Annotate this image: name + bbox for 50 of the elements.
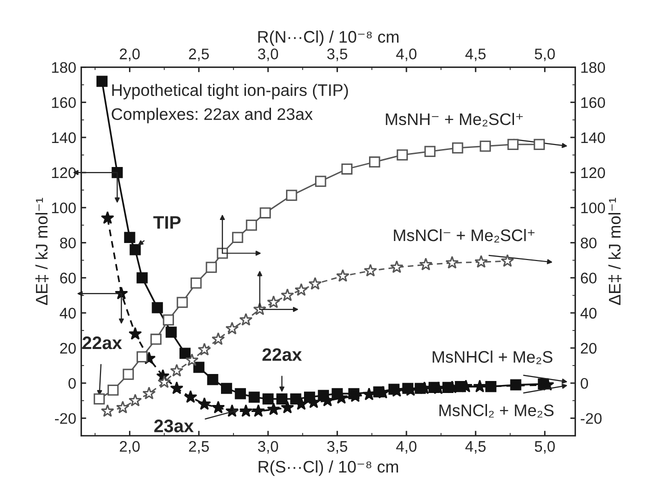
x2-tick-label: 3,0 bbox=[258, 48, 278, 62]
y2-tick-label: 0 bbox=[580, 378, 588, 389]
annotation: 22ax bbox=[82, 336, 122, 350]
y2-tick-label: 80 bbox=[580, 238, 597, 248]
y-tick-label: 20 bbox=[60, 342, 76, 354]
annotation: MsNH⁻ + Me₂SCl⁺ bbox=[386, 112, 523, 126]
x-tick-label: 4,0 bbox=[396, 441, 416, 454]
y2-tick-label: 60 bbox=[580, 272, 597, 284]
y-tick-label: 60 bbox=[60, 272, 76, 284]
annotation: MsNCl₂ + Me₂S bbox=[439, 404, 554, 418]
x2-tick-label: 4,5 bbox=[465, 48, 486, 62]
y-tick-label: 40 bbox=[60, 308, 76, 319]
annotation: 23ax bbox=[154, 420, 194, 432]
x-tick-label: 3,0 bbox=[258, 441, 278, 454]
x2-tick-label: 3,5 bbox=[327, 48, 348, 62]
y-tick-label: 120 bbox=[52, 167, 76, 178]
x-tick-label: 2,5 bbox=[189, 441, 209, 454]
y-tick-label: -20 bbox=[54, 413, 76, 424]
y-tick-label: 140 bbox=[52, 132, 76, 144]
annotation: TIP bbox=[153, 216, 181, 229]
annotation: MsNHCl + Me₂S bbox=[432, 350, 552, 364]
y-tick-label: 180 bbox=[52, 62, 76, 73]
y2-tick-label: 40 bbox=[580, 308, 597, 319]
x-tick-label: 4,5 bbox=[465, 441, 486, 454]
x-axis-title: R(S···Cl) / 10⁻⁸ cm bbox=[258, 460, 398, 476]
x-tick-label: 3,5 bbox=[327, 441, 348, 454]
y-tick-label: 100 bbox=[52, 202, 76, 214]
y2-tick-label: 100 bbox=[581, 202, 606, 214]
y2-axis-title: ΔE‡ / kJ mol⁻¹ bbox=[608, 198, 622, 305]
y2-tick-label: 20 bbox=[580, 342, 597, 354]
annotation: 22ax bbox=[262, 348, 302, 361]
y2-tick-label: 160 bbox=[581, 97, 606, 108]
y2-tick-label: 140 bbox=[581, 132, 606, 144]
y-tick-label: 160 bbox=[52, 97, 76, 108]
annotation: Hypothetical tight ion-pairs (TIP) bbox=[112, 84, 348, 100]
x2-tick-label: 5,0 bbox=[534, 48, 555, 62]
y-tick-label: 0 bbox=[68, 378, 76, 389]
x2-tick-label: 4,0 bbox=[396, 48, 416, 62]
y-tick-label: 80 bbox=[60, 238, 76, 248]
annotation: MsNCl⁻ + Me₂SCl⁺ bbox=[394, 228, 535, 242]
x-tick-label: 5,0 bbox=[534, 441, 555, 454]
y2-tick-label: 120 bbox=[581, 167, 606, 178]
x-tick-label: 2,0 bbox=[120, 441, 140, 454]
x2-tick-label: 2,0 bbox=[120, 48, 140, 62]
y2-tick-label: -20 bbox=[580, 413, 602, 424]
annotation: Complexes: 22ax and 23ax bbox=[112, 108, 313, 124]
x2-tick-label: 2,5 bbox=[189, 48, 209, 62]
x2-axis-title: R(N···Cl) / 10⁻⁸ cm bbox=[258, 30, 398, 46]
y-axis-title: ΔE‡ / kJ mol⁻¹ bbox=[35, 198, 49, 305]
y2-tick-label: 180 bbox=[581, 62, 606, 73]
